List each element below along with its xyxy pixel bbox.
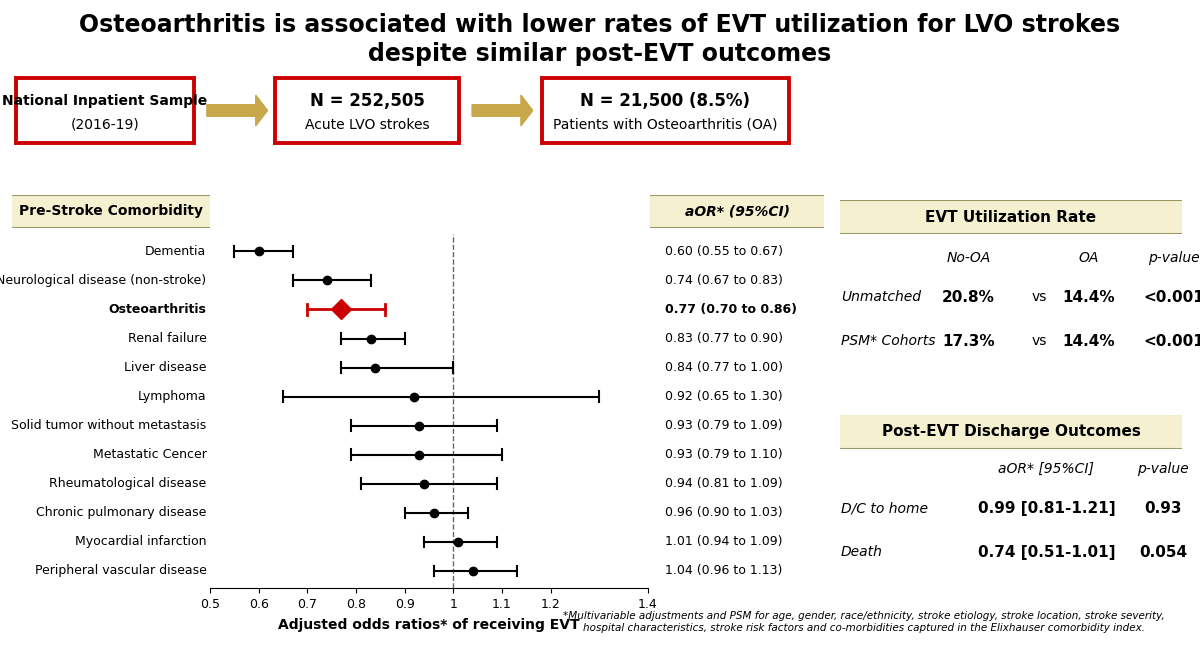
Text: 0.77 (0.70 to 0.86): 0.77 (0.70 to 0.86) (665, 303, 797, 316)
Text: <0.001: <0.001 (1144, 334, 1200, 349)
Text: 0.83 (0.77 to 0.90): 0.83 (0.77 to 0.90) (665, 332, 782, 345)
FancyBboxPatch shape (836, 414, 1186, 449)
Text: 0.74 [0.51-1.01]: 0.74 [0.51-1.01] (978, 545, 1115, 560)
Text: (2016-19): (2016-19) (71, 118, 139, 132)
Text: 20.8%: 20.8% (942, 290, 995, 305)
Text: 1.01 (0.94 to 1.09): 1.01 (0.94 to 1.09) (665, 536, 782, 549)
Text: *Multivariable adjustments and PSM for age, gender, race/ethnicity, stroke etiol: *Multivariable adjustments and PSM for a… (563, 611, 1165, 632)
Text: 0.054: 0.054 (1139, 545, 1187, 560)
Text: 14.4%: 14.4% (1062, 290, 1115, 305)
Text: N = 21,500 (8.5%): N = 21,500 (8.5%) (581, 92, 750, 111)
Text: 0.99 [0.81-1.21]: 0.99 [0.81-1.21] (978, 501, 1115, 516)
Text: 14.4%: 14.4% (1062, 334, 1115, 349)
Text: Liver disease: Liver disease (124, 361, 206, 374)
Text: 0.84 (0.77 to 1.00): 0.84 (0.77 to 1.00) (665, 361, 782, 374)
Text: Neurological disease (non-stroke): Neurological disease (non-stroke) (0, 274, 206, 287)
Text: p-value: p-value (1148, 251, 1200, 265)
Text: Lymphoma: Lymphoma (138, 390, 206, 403)
Text: Peripheral vascular disease: Peripheral vascular disease (35, 564, 206, 577)
Text: D/C to home: D/C to home (841, 501, 928, 515)
Text: Osteoarthritis: Osteoarthritis (108, 303, 206, 316)
Text: aOR* (95%CI): aOR* (95%CI) (685, 204, 790, 218)
Text: Rheumatological disease: Rheumatological disease (49, 477, 206, 490)
Text: Renal failure: Renal failure (127, 332, 206, 345)
Text: 0.93 (0.79 to 1.09): 0.93 (0.79 to 1.09) (665, 419, 782, 432)
Text: Osteoarthritis is associated with lower rates of EVT utilization for LVO strokes: Osteoarthritis is associated with lower … (79, 13, 1121, 37)
Text: PSM* Cohorts: PSM* Cohorts (841, 334, 936, 348)
Text: N = 252,505: N = 252,505 (310, 92, 425, 111)
Polygon shape (472, 95, 533, 126)
Text: OA: OA (1079, 251, 1099, 265)
Text: Metastatic Cencer: Metastatic Cencer (92, 448, 206, 461)
FancyBboxPatch shape (16, 79, 194, 143)
Text: despite similar post-EVT outcomes: despite similar post-EVT outcomes (368, 42, 832, 66)
Text: Myocardial infarction: Myocardial infarction (74, 536, 206, 549)
Polygon shape (206, 95, 268, 126)
Text: aOR* [95%CI]: aOR* [95%CI] (998, 462, 1094, 476)
Text: Pre-Stroke Comorbidity: Pre-Stroke Comorbidity (19, 204, 203, 218)
Text: 0.93 (0.79 to 1.10): 0.93 (0.79 to 1.10) (665, 448, 782, 461)
Text: vs: vs (1032, 290, 1048, 304)
Text: Patients with Osteoarthritis (OA): Patients with Osteoarthritis (OA) (553, 118, 778, 132)
Text: Chronic pulmonary disease: Chronic pulmonary disease (36, 506, 206, 519)
Text: p-value: p-value (1138, 462, 1189, 476)
Text: National Inpatient Sample: National Inpatient Sample (2, 94, 208, 108)
Text: Unmatched: Unmatched (841, 290, 922, 304)
Text: 0.74 (0.67 to 0.83): 0.74 (0.67 to 0.83) (665, 274, 782, 287)
FancyBboxPatch shape (836, 200, 1186, 235)
Text: 0.96 (0.90 to 1.03): 0.96 (0.90 to 1.03) (665, 506, 782, 519)
FancyBboxPatch shape (275, 79, 460, 143)
FancyBboxPatch shape (541, 79, 790, 143)
X-axis label: Adjusted odds ratios* of receiving EVT: Adjusted odds ratios* of receiving EVT (278, 618, 580, 632)
Text: 0.94 (0.81 to 1.09): 0.94 (0.81 to 1.09) (665, 477, 782, 490)
Text: Acute LVO strokes: Acute LVO strokes (305, 118, 430, 132)
Text: 0.60 (0.55 to 0.67): 0.60 (0.55 to 0.67) (665, 245, 782, 258)
Text: 17.3%: 17.3% (942, 334, 995, 349)
FancyBboxPatch shape (649, 194, 826, 228)
Text: 1.04 (0.96 to 1.13): 1.04 (0.96 to 1.13) (665, 564, 782, 577)
Text: vs: vs (1032, 334, 1048, 348)
Text: No-OA: No-OA (947, 251, 991, 265)
Text: 0.93: 0.93 (1145, 501, 1182, 516)
Text: Death: Death (841, 545, 883, 560)
Text: Post-EVT Discharge Outcomes: Post-EVT Discharge Outcomes (882, 424, 1140, 439)
FancyBboxPatch shape (10, 194, 212, 228)
Text: <0.001: <0.001 (1144, 290, 1200, 305)
Text: Dementia: Dementia (145, 245, 206, 258)
Text: 0.92 (0.65 to 1.30): 0.92 (0.65 to 1.30) (665, 390, 782, 403)
Text: EVT Utilization Rate: EVT Utilization Rate (925, 209, 1097, 225)
Text: Solid tumor without metastasis: Solid tumor without metastasis (11, 419, 206, 432)
